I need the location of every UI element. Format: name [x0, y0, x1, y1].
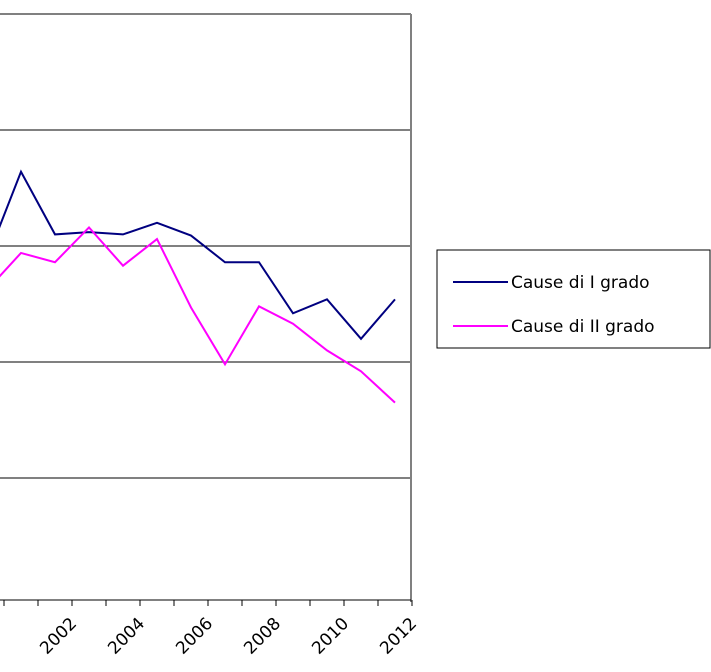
legend-label: Cause di I grado — [511, 273, 650, 293]
x-tick-label: 2004 — [104, 614, 149, 659]
legend-label: Cause di II grado — [511, 317, 655, 337]
series-line — [0, 225, 396, 404]
series-line — [0, 169, 396, 341]
x-tick-label: 2012 — [376, 614, 421, 659]
plot-area: 2002 2004 2006 2008 2010 2012 — [0, 13, 421, 659]
x-tick-label: 2006 — [172, 614, 217, 659]
legend-box — [436, 249, 711, 349]
x-tick-label: 2008 — [240, 614, 285, 659]
x-tick-label: 2010 — [308, 614, 353, 659]
x-tick-label: 2002 — [36, 614, 81, 659]
